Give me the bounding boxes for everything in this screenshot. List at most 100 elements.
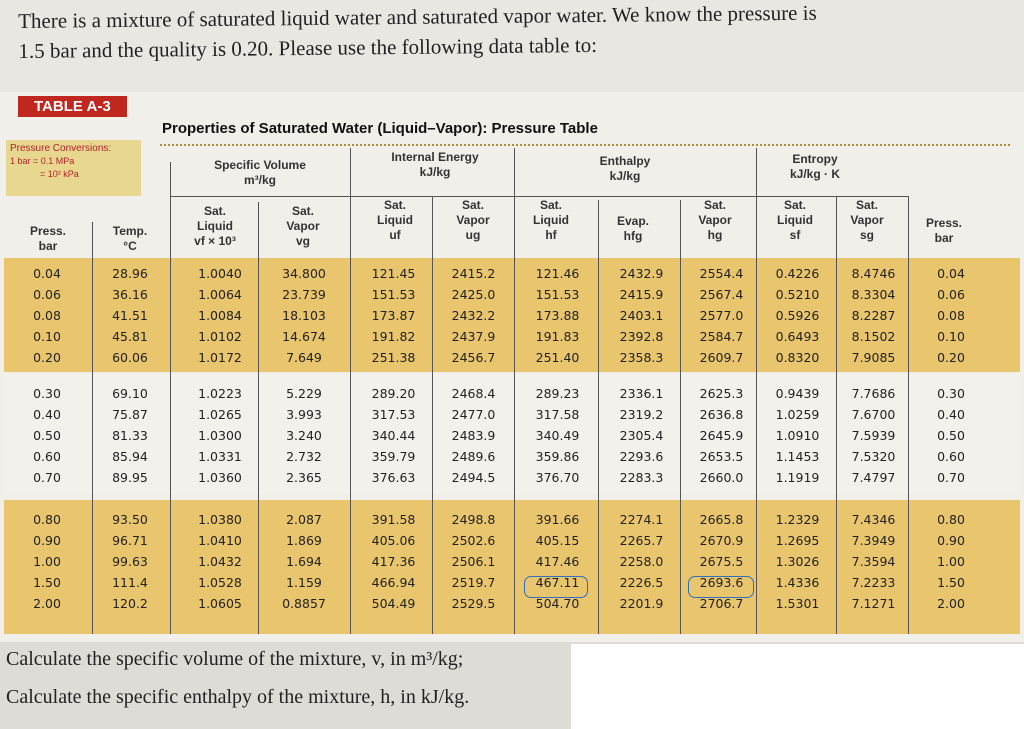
table-cell: 0.08 <box>33 308 61 323</box>
table-cell: 89.95 <box>112 470 148 485</box>
band-2 <box>4 374 1020 494</box>
circled-hf <box>524 576 588 598</box>
table-cell: 8.1502 <box>851 329 896 344</box>
table-cell: 376.70 <box>535 470 580 485</box>
conversions-heading: Pressure Conversions: <box>10 143 112 154</box>
table-cell: 417.46 <box>535 554 580 569</box>
table-cell: 173.87 <box>371 308 416 323</box>
table-cell: 2706.7 <box>699 596 744 611</box>
table-cell: 1.159 <box>286 575 322 590</box>
table-cell: 2358.3 <box>619 350 664 365</box>
table-cell: 1.00 <box>937 554 965 569</box>
table-cell: 0.20 <box>33 350 61 365</box>
table-cell: 99.63 <box>112 554 148 569</box>
table-cell: 2432.9 <box>619 266 664 281</box>
conversion-line-2: = 10² kPa <box>40 169 79 179</box>
table-cell: 2506.1 <box>451 554 496 569</box>
table-cell: 0.90 <box>937 533 965 548</box>
table-cell: 2.087 <box>286 512 322 527</box>
table-cell: 0.50 <box>937 428 965 443</box>
table-cell: 1.0331 <box>198 449 242 464</box>
title-divider <box>160 144 1010 146</box>
white-cover <box>571 644 1024 729</box>
table-cell: 2432.2 <box>451 308 496 323</box>
table-cell: 0.40 <box>33 407 61 422</box>
table-cell: 1.0910 <box>775 428 820 443</box>
table-row: 0.40 75.87 1.0265 3.993 317.53 2477.0 317.58 23… <box>0 407 1024 428</box>
table-cell: 2305.4 <box>619 428 664 443</box>
table-cell: 2258.0 <box>619 554 664 569</box>
band-1 <box>4 258 1020 372</box>
table-cell: 1.0528 <box>198 575 242 590</box>
table-cell: 1.0064 <box>198 287 242 302</box>
grid-v11 <box>908 196 909 634</box>
table-cell: 23.739 <box>282 287 326 302</box>
table-cell: 2456.7 <box>451 350 496 365</box>
table-cell: 2567.4 <box>699 287 744 302</box>
table-cell: 7.7686 <box>851 386 896 401</box>
table-cell: 359.79 <box>371 449 416 464</box>
table-cell: 2.365 <box>286 470 322 485</box>
col-press-right: Press. bar <box>925 216 963 245</box>
col-hf: Sat. Liquid hf <box>533 198 569 242</box>
table-cell: 1.0102 <box>198 329 242 344</box>
table-cell: 1.694 <box>286 554 322 569</box>
table-cell: 2293.6 <box>619 449 664 464</box>
grid-v7 <box>598 200 599 634</box>
table-cell: 2403.1 <box>619 308 664 323</box>
table-cell: 111.4 <box>112 575 148 590</box>
table-cell: 1.2329 <box>775 512 820 527</box>
table-cell: 0.50 <box>33 428 61 443</box>
table-cell: 2577.0 <box>699 308 744 323</box>
table-row: 2.00 120.2 1.0605 0.8857 504.49 2529.5 504.70 2… <box>0 596 1024 617</box>
table-cell: 2519.7 <box>451 575 496 590</box>
table-cell: 7.4346 <box>851 512 896 527</box>
table-cell: 1.0172 <box>198 350 242 365</box>
grid-h1 <box>170 196 908 197</box>
table-cell: 2274.1 <box>619 512 664 527</box>
table-cell: 2554.4 <box>699 266 744 281</box>
table-cell: 3.240 <box>286 428 322 443</box>
table-row: 0.10 45.81 1.0102 14.674 191.82 2437.9 191.83 2… <box>0 329 1024 350</box>
table-cell: 2283.3 <box>619 470 664 485</box>
table-cell: 1.869 <box>286 533 322 548</box>
table-cell: 41.51 <box>112 308 148 323</box>
group-enthalpy: Enthalpy kJ/kg <box>599 154 651 183</box>
table-cell: 0.10 <box>937 329 965 344</box>
col-uf: Sat. Liquid uf <box>377 198 413 242</box>
table-cell: 28.96 <box>112 266 148 281</box>
table-cell: 0.60 <box>937 449 965 464</box>
table-cell: 2636.8 <box>699 407 744 422</box>
data-table: 0.04 28.96 1.0040 34.800 121.45 2415.2 121.46 2… <box>0 92 1024 642</box>
table-cell: 2675.5 <box>699 554 744 569</box>
table-cell: 18.103 <box>282 308 326 323</box>
question-2: Calculate the specific enthalpy of the m… <box>6 686 470 708</box>
table-cell: 251.40 <box>535 350 580 365</box>
table-cell: 0.5926 <box>775 308 820 323</box>
table-tag: TABLE A-3 <box>18 96 127 117</box>
table-cell: 504.70 <box>535 596 580 611</box>
table-cell: 69.10 <box>112 386 148 401</box>
table-cell: 120.2 <box>112 596 148 611</box>
col-sg: Sat. Vapor sg <box>850 198 884 242</box>
table-row: 0.80 93.50 1.0380 2.087 391.58 2498.8 391.66 22… <box>0 512 1024 533</box>
group-internal-energy: Internal Energy kJ/kg <box>391 150 479 179</box>
table-cell: 0.10 <box>33 329 61 344</box>
table-cell: 96.71 <box>112 533 148 548</box>
table-cell: 317.53 <box>371 407 416 422</box>
table-cell: 2489.6 <box>451 449 496 464</box>
table-cell: 504.49 <box>371 596 416 611</box>
table-cell: 36.16 <box>112 287 148 302</box>
table-cell: 60.06 <box>112 350 148 365</box>
table-cell: 2415.9 <box>619 287 664 302</box>
table-cell: 7.5320 <box>851 449 896 464</box>
problem-statement: There is a mixture of saturated liquid w… <box>18 0 1009 66</box>
group-specific-volume: Specific Volume m³/kg <box>214 158 306 187</box>
question-1: Calculate the specific volume of the mix… <box>6 648 464 670</box>
table-cell: 0.9439 <box>775 386 820 401</box>
table-cell: 2670.9 <box>699 533 744 548</box>
table-cell: 0.06 <box>937 287 965 302</box>
table-cell: 0.70 <box>937 470 965 485</box>
table-cell: 173.88 <box>535 308 580 323</box>
table-cell: 2415.2 <box>451 266 496 281</box>
